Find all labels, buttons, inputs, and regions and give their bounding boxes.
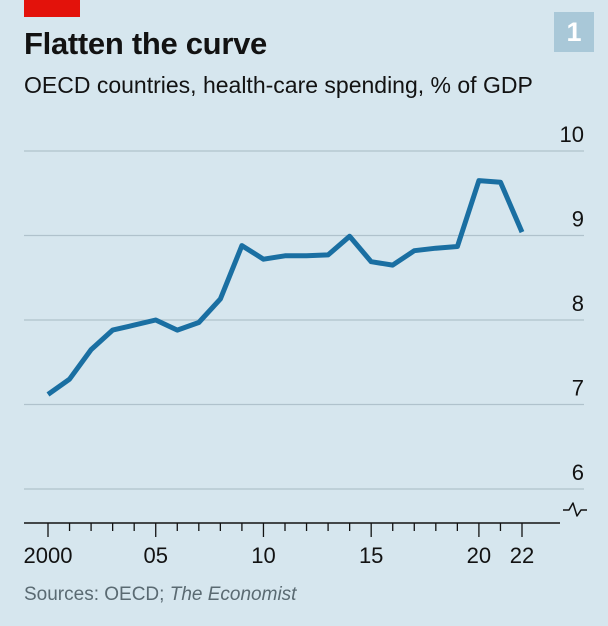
source-publication: The Economist (169, 584, 297, 605)
x-tick-label-2022: 22 (510, 543, 534, 568)
x-tick-label-2005: 05 (143, 543, 167, 568)
source-prefix: Sources: OECD; (24, 584, 170, 605)
x-tick-label-2000: 2000 (24, 543, 73, 568)
gridlines (24, 150, 584, 490)
chart-title: Flatten the curve (24, 26, 267, 61)
series-lines (46, 178, 525, 397)
x-tick-label-2020: 20 (467, 543, 491, 568)
x-axis (24, 522, 560, 537)
chart-number-badge: 1 (554, 12, 594, 52)
x-tick-labels: 2000 05 10 15 20 22 (24, 543, 535, 568)
y-tick-label-7: 7 (572, 376, 584, 401)
brand-accent-tab (24, 0, 80, 17)
y-tick-label-6: 6 (572, 460, 584, 485)
axis-break-symbol (563, 502, 587, 517)
x-tick-label-2015: 15 (359, 543, 383, 568)
y-tick-label-8: 8 (572, 291, 584, 316)
axis-break-icon (563, 502, 587, 517)
source-note: Sources: OECD; The Economist (24, 584, 296, 606)
x-tick-label-2010: 10 (251, 543, 275, 568)
series-line-0 (46, 178, 525, 397)
chart-subtitle: OECD countries, health-care spending, % … (24, 72, 533, 98)
y-tick-label-9: 9 (572, 207, 584, 232)
y-tick-label-10: 10 (560, 122, 584, 147)
y-tick-labels: 6 7 8 9 10 (560, 122, 584, 485)
